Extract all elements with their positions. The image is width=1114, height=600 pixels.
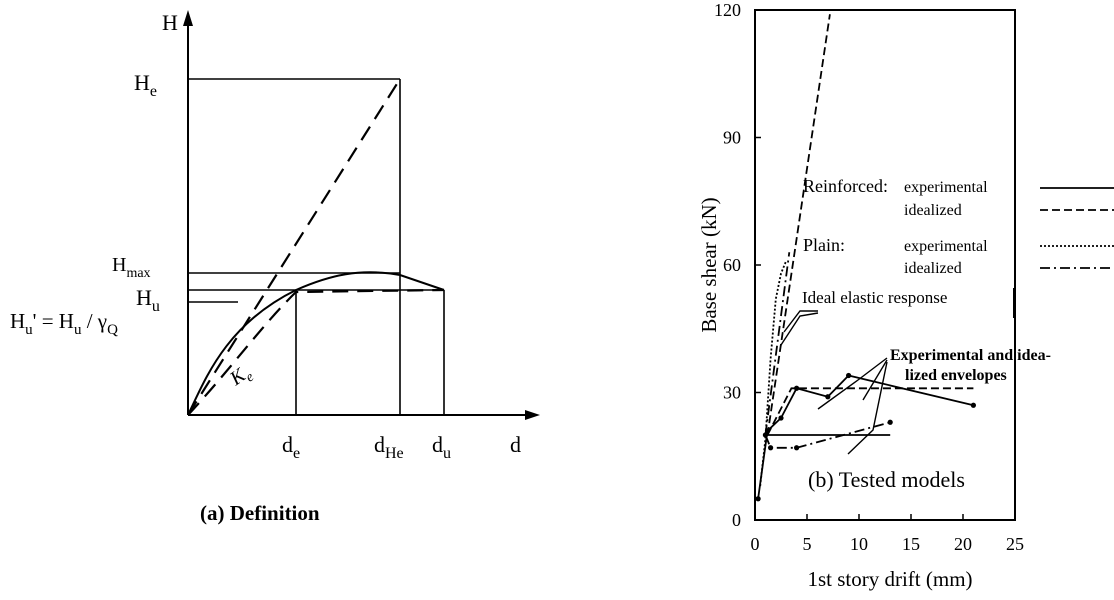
ideal-elastic-leader-2 (780, 312, 819, 346)
data-point (755, 496, 761, 502)
panel-a-x-arrow (525, 410, 540, 420)
panel-b-xlabel: 1st story drift (mm) (807, 567, 972, 591)
data-point (887, 419, 893, 425)
data-point (764, 428, 771, 434)
panel-a-y-label: H (162, 10, 178, 35)
envelopes-leader-1 (817, 357, 888, 410)
y-tick-label: 30 (723, 383, 741, 403)
envelopes-leader-2 (862, 359, 888, 401)
legend-reinforced-idealized: idealized (904, 202, 962, 219)
hu-label: Hu (136, 285, 160, 315)
elastic-dashed-line (187, 78, 401, 416)
ideal-elastic-leader (783, 310, 818, 333)
hu-prime-label: Hu' = Hu / γQ (10, 309, 118, 338)
panel-b-ticks: 0 5 10 15 20 25 0 30 60 90 120 (714, 0, 1024, 554)
panel-b-series (755, 14, 977, 502)
ideal-elastic-annotation: Ideal elastic response (802, 288, 947, 307)
data-point (762, 432, 769, 438)
data-point (970, 402, 977, 408)
legend-reinforced-label: Reinforced: (803, 176, 888, 196)
data-point (794, 385, 800, 391)
de-label: de (282, 432, 300, 462)
envelopes-leader-3 (847, 361, 888, 455)
series-line-2 (759, 260, 788, 487)
panel-a-caption: (a) Definition (200, 501, 320, 525)
x-tick-label: 5 (803, 534, 812, 554)
legend-reinforced-experimental: experimental (904, 179, 988, 196)
data-point (794, 445, 800, 451)
idealized-dashed-curve (187, 288, 445, 416)
panel-a-x-label: d (510, 432, 521, 457)
y-tick-label: 120 (714, 0, 741, 20)
panel-b-plot-frame (754, 9, 1016, 521)
data-point (825, 394, 831, 400)
x-tick-label: 25 (1006, 534, 1024, 554)
x-tick-label: 20 (954, 534, 972, 554)
data-point (778, 415, 784, 421)
legend-plain-experimental: experimental (904, 238, 988, 255)
envelopes-annotation-1: Experimental and idea- (890, 347, 1051, 364)
legend: Reinforced: experimental idealized Plain… (803, 176, 1114, 277)
y-tick-label: 60 (723, 255, 741, 275)
x-tick-label: 15 (902, 534, 920, 554)
envelopes-annotation-2: lized envelopes (905, 367, 1007, 384)
data-point (846, 372, 852, 379)
legend-plain-idealized: idealized (904, 260, 962, 277)
du-label: du (432, 432, 451, 462)
panel-b-ylabel: Base shear (kN) (697, 197, 721, 332)
panel-b-caption: (b) Tested models (808, 467, 965, 492)
panel-a-y-arrow (183, 10, 193, 26)
x-tick-label: 10 (850, 534, 868, 554)
capacity-curve (187, 271, 445, 416)
hmax-label: Hmax (112, 254, 151, 281)
y-tick-label: 0 (732, 510, 741, 530)
series-line-4 (766, 14, 831, 436)
series-line-1 (766, 387, 974, 436)
x-tick-label: 0 (751, 534, 760, 554)
panel-a: H He Hmax Hu Hu' = Hu / γQ Ke de dHe du … (10, 10, 540, 525)
y-tick-label: 90 (723, 128, 741, 148)
data-point (768, 445, 774, 451)
legend-plain-label: Plain: (803, 235, 845, 255)
dhe-label: dHe (374, 432, 404, 462)
panel-b: 0 5 10 15 20 25 0 30 60 90 120 Base shear (kN) 1st… (697, 0, 1114, 591)
he-label: He (134, 70, 157, 100)
